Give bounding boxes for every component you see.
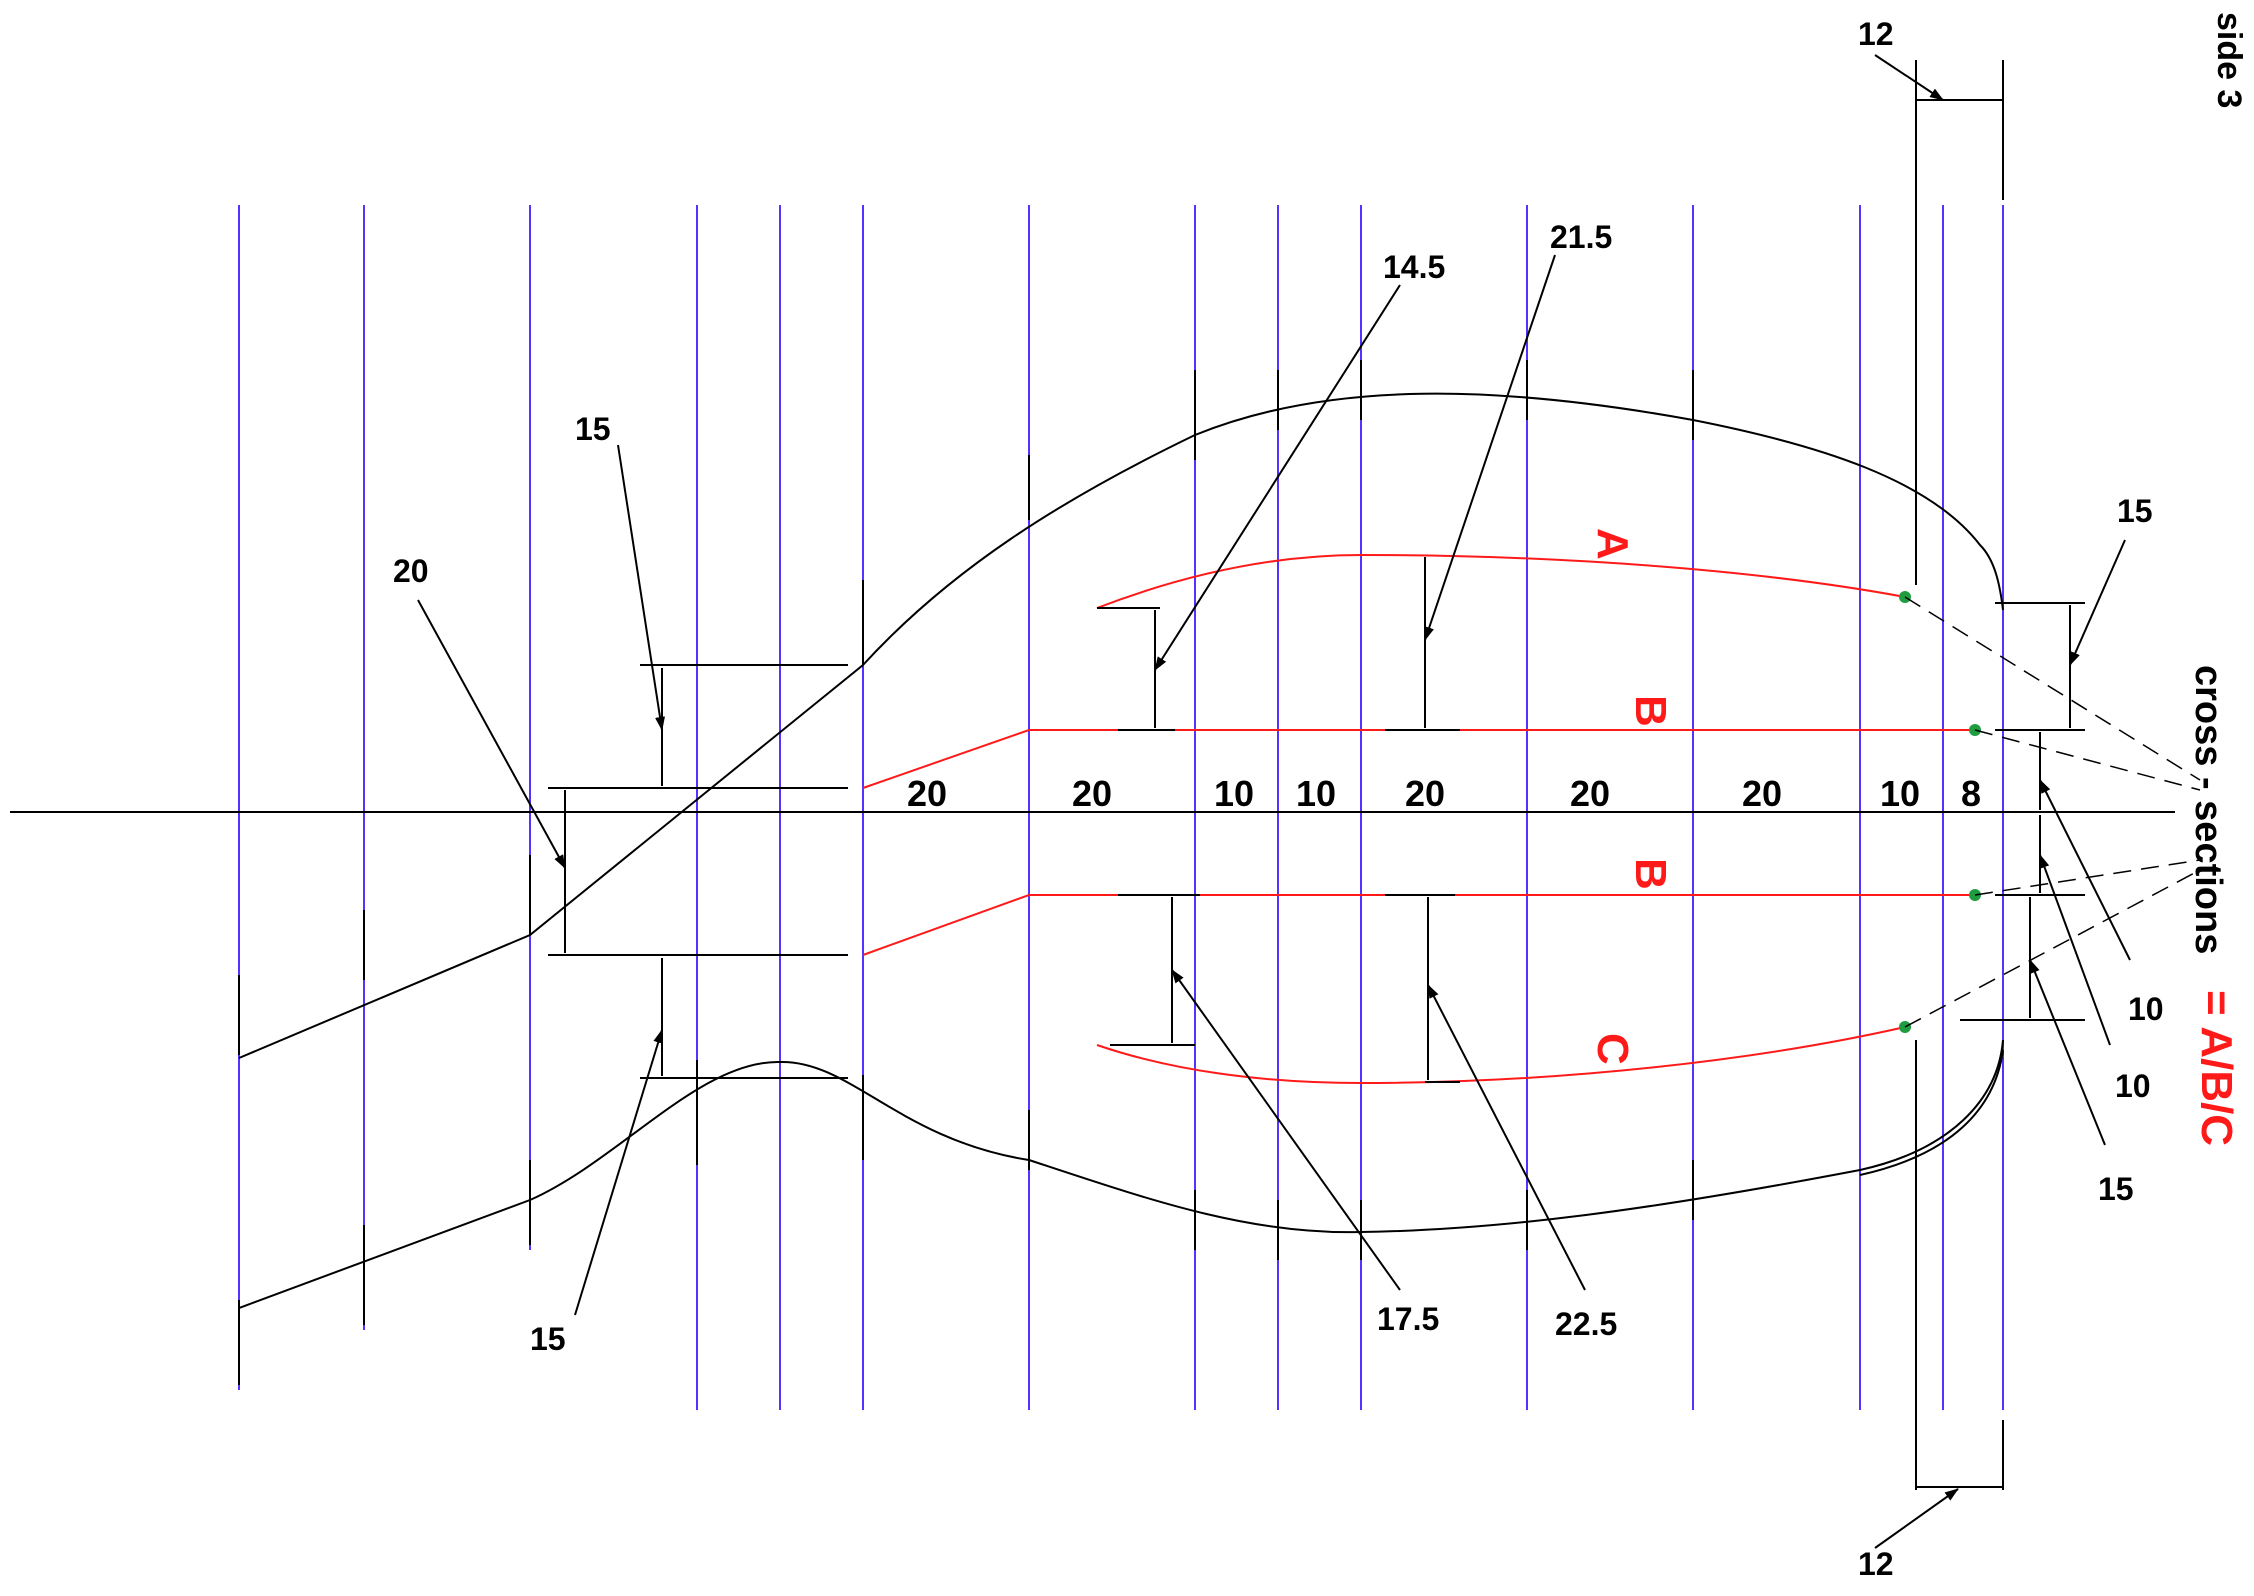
station-ticks [238, 360, 1694, 1385]
dimension-lines [417, 54, 2131, 1549]
spacing-label: 20 [907, 773, 947, 814]
section-letter-a: A [1588, 528, 1637, 560]
lower-outline-alt [1859, 1049, 2004, 1176]
spacing-label: 20 [1405, 773, 1445, 814]
dimension-labels: 12 12 20 15 15 14.5 21.5 17.5 22.5 15 10… [393, 16, 2164, 1582]
dim-label-22-5: 22.5 [1555, 1306, 1617, 1342]
dim-label-lower-15: 15 [530, 1321, 566, 1357]
spacing-label: 20 [1570, 773, 1610, 814]
legend-cross-sections: cross - sections [2187, 665, 2229, 954]
dim-label-17-5: 17.5 [1377, 1301, 1439, 1337]
dim-label-top-12: 12 [1858, 16, 1894, 52]
section-letter-b-lower: B [1626, 858, 1675, 890]
dim-label-21-5: 21.5 [1550, 219, 1612, 255]
section-letters: A B B C [1588, 528, 1675, 1065]
spacing-label: 10 [1214, 773, 1254, 814]
spacing-label: 10 [1880, 773, 1920, 814]
spacing-label: 8 [1961, 773, 1981, 814]
dim-label-14-5: 14.5 [1383, 249, 1445, 285]
dim-label-bottom-12: 12 [1858, 1546, 1894, 1582]
section-line-b-upper [862, 729, 1975, 789]
lower-outline [238, 1039, 2004, 1309]
spacing-label: 10 [1296, 773, 1336, 814]
section-curve-a [1096, 553, 1906, 609]
legend-leaders [1904, 596, 2201, 1028]
section-line-b-lower [862, 894, 1975, 956]
station-grid [238, 205, 2004, 1410]
dim-label-upper-15: 15 [575, 411, 611, 447]
section-curves [862, 553, 1975, 1085]
legend-sections-key: = A/B/C [2192, 990, 2241, 1146]
dim-label-right-10-b: 10 [2115, 1068, 2151, 1104]
dim-label-right-15-bottom: 15 [2098, 1171, 2134, 1207]
sheet-label: side 3 [2210, 12, 2248, 108]
upper-outline [238, 392, 2004, 1059]
section-curve-c [1096, 1026, 1906, 1085]
fuselage-outline [238, 392, 2004, 1309]
section-letter-b-upper: B [1626, 695, 1675, 727]
dim-label-right-10-a: 10 [2128, 991, 2164, 1027]
spacing-label: 20 [1742, 773, 1782, 814]
section-letter-c: C [1588, 1033, 1637, 1065]
axis-spacing-labels: 20 20 10 10 20 20 20 10 8 [907, 773, 1981, 814]
dim-label-right-15-top: 15 [2117, 493, 2153, 529]
dim-label-left-20: 20 [393, 553, 429, 589]
spacing-label: 20 [1072, 773, 1112, 814]
